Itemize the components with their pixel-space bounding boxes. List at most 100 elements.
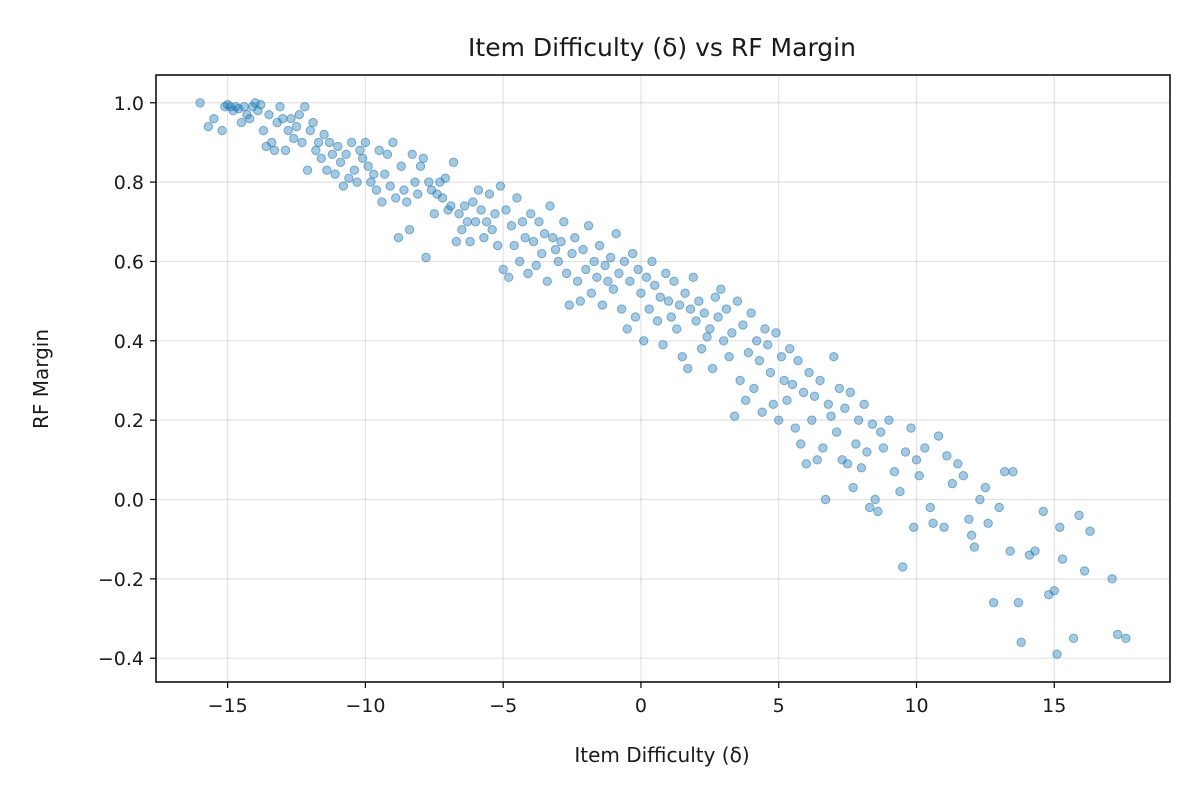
data-point (818, 443, 828, 453)
y-axis-label: RF Margin (29, 329, 53, 429)
data-point (289, 133, 299, 144)
data-point (559, 217, 569, 227)
data-point (663, 296, 674, 306)
data-point (895, 486, 905, 497)
data-point (429, 209, 439, 219)
data-point (528, 236, 539, 247)
data-point (1079, 566, 1090, 576)
data-point (1005, 546, 1015, 556)
data-point (520, 232, 530, 243)
data-point (583, 221, 594, 231)
data-point (627, 248, 638, 259)
data-point (236, 117, 247, 128)
data-point (939, 522, 949, 532)
data-point (625, 276, 635, 287)
data-point (785, 344, 795, 354)
data-point (735, 375, 745, 386)
data-point (652, 316, 663, 326)
data-point (592, 272, 602, 283)
plot-frame (155, 74, 1171, 683)
data-point (994, 502, 1004, 513)
data-point (1074, 510, 1084, 521)
data-point (322, 165, 332, 175)
y-tick-label: 0.6 (114, 251, 144, 273)
data-point (357, 153, 368, 164)
data-point (619, 256, 630, 267)
data-point (859, 399, 869, 409)
data-point (556, 236, 566, 247)
grid-lines (156, 75, 1170, 682)
data-point (1057, 554, 1068, 564)
data-point (614, 268, 624, 279)
data-point (608, 284, 619, 294)
data-point (421, 252, 431, 263)
data-point (782, 395, 792, 406)
data-point (451, 236, 462, 247)
x-tick-label: −15 (208, 695, 248, 717)
y-axis-ticks: −0.4 −0.2 0.0 0.2 0.4 0.6 0.8 1.0 (98, 93, 156, 670)
data-point (776, 351, 787, 362)
data-point (829, 351, 839, 362)
data-point (330, 169, 340, 179)
data-point (774, 415, 784, 425)
data-point (413, 189, 423, 199)
data-point (534, 217, 544, 227)
data-point (437, 193, 448, 203)
data-point (647, 256, 657, 267)
data-point (834, 383, 845, 394)
data-point (324, 137, 335, 148)
data-point (589, 256, 599, 267)
data-point (470, 217, 481, 227)
data-point (506, 221, 517, 231)
data-point (738, 320, 748, 330)
data-point (983, 518, 993, 529)
data-point (763, 340, 773, 350)
data-point (809, 391, 820, 402)
data-point (790, 423, 800, 433)
data-point (721, 304, 732, 314)
data-point (333, 141, 343, 152)
data-point (779, 375, 789, 386)
data-point (1085, 526, 1095, 536)
data-point (360, 137, 371, 148)
data-point (515, 256, 525, 267)
data-point (605, 252, 616, 263)
data-point (283, 125, 293, 136)
data-point (209, 113, 219, 124)
y-tick-label: 0.2 (114, 410, 144, 432)
data-point (501, 205, 511, 215)
y-tick-label: −0.4 (98, 648, 144, 670)
data-point (1016, 637, 1026, 648)
data-point (658, 340, 668, 350)
data-point (388, 137, 398, 148)
data-point (509, 240, 519, 251)
data-point (900, 447, 911, 457)
data-point (195, 98, 205, 108)
data-point (793, 355, 803, 366)
data-point (644, 304, 654, 314)
data-point (933, 431, 944, 441)
data-point (969, 542, 980, 552)
data-point (804, 367, 814, 378)
data-point (641, 272, 652, 283)
data-point (217, 125, 227, 136)
data-point (363, 161, 373, 171)
data-point (787, 379, 798, 390)
data-point (691, 316, 701, 326)
data-point (1112, 629, 1123, 640)
data-point (630, 312, 641, 322)
data-point (694, 296, 704, 306)
data-point (771, 328, 781, 338)
data-point (699, 308, 710, 318)
data-point (724, 351, 734, 362)
data-point (906, 423, 916, 433)
data-point (947, 478, 958, 489)
data-point (264, 109, 274, 120)
data-point (396, 161, 406, 171)
data-point (319, 129, 329, 140)
data-point (393, 232, 404, 243)
data-point (848, 482, 858, 493)
data-point (550, 244, 561, 255)
data-point (696, 344, 707, 354)
data-point (746, 308, 756, 318)
